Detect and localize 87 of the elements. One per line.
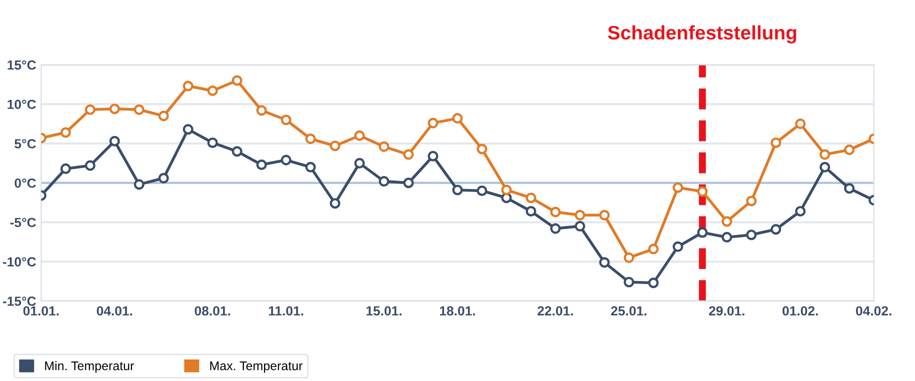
point bbox=[550, 206, 561, 218]
point bbox=[182, 80, 194, 92]
x-tick-label: 01.01. bbox=[23, 306, 59, 316]
point bbox=[280, 114, 292, 126]
x-tick-label: 25.01. bbox=[611, 306, 646, 316]
point bbox=[109, 136, 120, 146]
x-tick-label: 04.02. bbox=[856, 306, 892, 316]
point bbox=[795, 118, 806, 130]
point bbox=[60, 127, 71, 138]
y-tick-label: -5°C bbox=[10, 218, 36, 228]
point bbox=[476, 185, 488, 196]
x-tick-label: 15.01. bbox=[366, 306, 402, 316]
point bbox=[428, 118, 438, 128]
point bbox=[354, 158, 365, 168]
point bbox=[428, 150, 438, 162]
point bbox=[330, 198, 340, 209]
point bbox=[526, 192, 536, 204]
point bbox=[84, 160, 96, 171]
point bbox=[550, 223, 561, 234]
x-tick-label: 29.01. bbox=[709, 306, 744, 316]
point bbox=[60, 163, 71, 174]
point bbox=[158, 110, 169, 122]
point bbox=[844, 144, 855, 156]
x-tick-label: 22.01. bbox=[538, 306, 573, 316]
ref-line-label: Schadenfeststellung bbox=[608, 25, 796, 44]
point bbox=[599, 210, 610, 220]
y-tick-label: 10°C bbox=[8, 100, 36, 110]
point bbox=[378, 176, 390, 187]
point bbox=[722, 216, 732, 227]
y-tick-label: 5°C bbox=[14, 139, 36, 148]
x-tick-label: 08.01. bbox=[194, 306, 230, 316]
point bbox=[476, 144, 488, 154]
point bbox=[820, 149, 830, 160]
point bbox=[526, 206, 536, 217]
point bbox=[574, 210, 586, 220]
point bbox=[672, 241, 684, 252]
y-tick-label: -15°C bbox=[2, 296, 36, 306]
point bbox=[722, 232, 732, 242]
point bbox=[134, 179, 144, 190]
point bbox=[648, 244, 659, 254]
point bbox=[452, 184, 463, 196]
point bbox=[207, 85, 218, 96]
point bbox=[574, 220, 586, 232]
point bbox=[109, 104, 120, 114]
point bbox=[770, 224, 782, 235]
point bbox=[134, 104, 144, 115]
point bbox=[672, 182, 684, 193]
point bbox=[820, 162, 830, 172]
point bbox=[305, 134, 316, 144]
point bbox=[305, 162, 316, 172]
point bbox=[256, 105, 267, 116]
point bbox=[452, 113, 463, 124]
x-tick-label: 04.01. bbox=[96, 306, 132, 316]
point bbox=[501, 184, 512, 196]
point bbox=[378, 141, 390, 152]
point bbox=[599, 257, 610, 268]
point bbox=[844, 183, 855, 194]
point bbox=[770, 137, 782, 148]
point bbox=[624, 252, 634, 263]
x-tick-label: 01.02. bbox=[782, 306, 818, 316]
legend-label: Max. Temperatur bbox=[210, 362, 303, 373]
point bbox=[158, 172, 169, 184]
point bbox=[403, 149, 414, 160]
point bbox=[207, 137, 218, 148]
point bbox=[182, 124, 194, 135]
point bbox=[354, 130, 365, 141]
point bbox=[795, 206, 806, 217]
y-tick-label: 15°C bbox=[8, 60, 36, 70]
point bbox=[84, 104, 96, 115]
x-tick-label: 18.01. bbox=[440, 306, 475, 316]
point bbox=[624, 276, 634, 288]
point bbox=[697, 227, 708, 238]
point bbox=[403, 178, 414, 188]
y-tick-label: -10°C bbox=[2, 257, 36, 267]
point bbox=[330, 140, 340, 152]
x-tick-label: 11.01. bbox=[268, 306, 304, 316]
point bbox=[648, 278, 659, 288]
y-tick-label: 0°C bbox=[14, 178, 36, 188]
point bbox=[501, 192, 512, 204]
legend-label: Min. Temperatur bbox=[45, 361, 134, 373]
point bbox=[256, 159, 267, 170]
point bbox=[746, 196, 757, 206]
point bbox=[232, 146, 242, 157]
point bbox=[232, 75, 242, 86]
point bbox=[280, 154, 292, 166]
point bbox=[746, 230, 757, 240]
point bbox=[697, 186, 708, 197]
